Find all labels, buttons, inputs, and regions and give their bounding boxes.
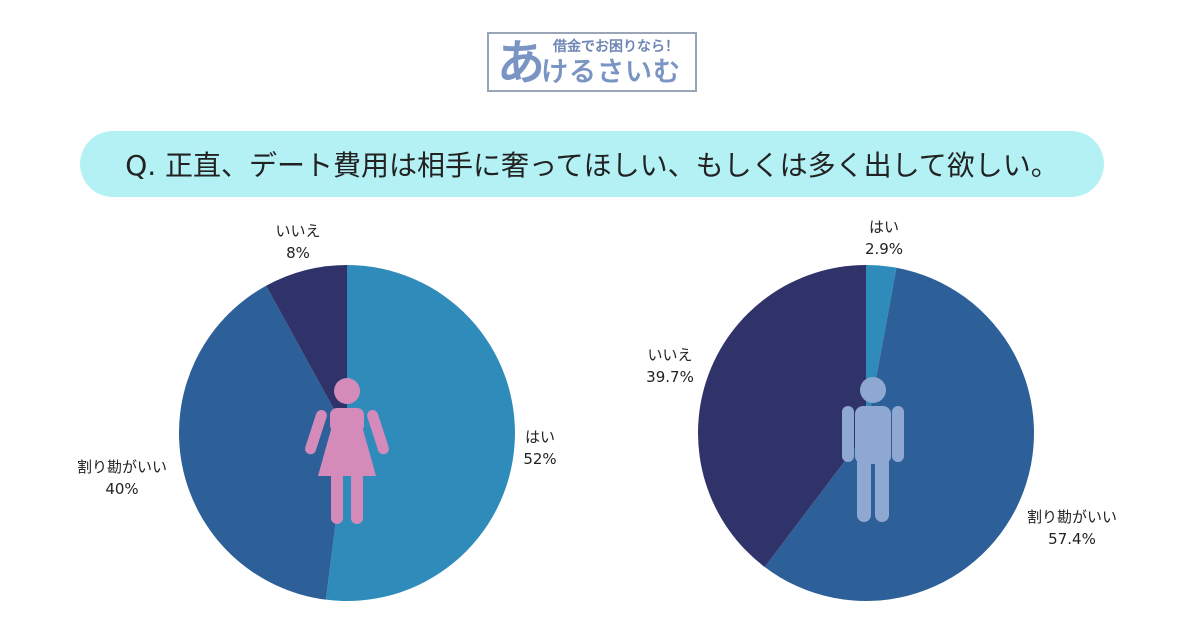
female-slice-warikan: [178, 285, 347, 600]
male-warikan-value: 57.4%: [1048, 530, 1096, 548]
male-hai-value: 2.9%: [865, 240, 903, 258]
female-hai-label: はい: [525, 428, 555, 446]
question-text: Q. 正直、デート費用は相手に奢ってほしい、もしくは多く出して欲しい。: [125, 149, 1059, 182]
female-pie-chart: [178, 265, 515, 601]
brand-logo: あ 借金でお困りなら！ けるさいむ: [487, 32, 697, 92]
female-iie-value: 8%: [286, 244, 310, 262]
male-icon: [842, 377, 904, 522]
female-slice-iie: [266, 265, 347, 433]
male-slice-iie: [698, 265, 866, 568]
male-iie-value: 39.7%: [646, 368, 694, 386]
question-banner: Q. 正直、デート費用は相手に奢ってほしい、もしくは多く出して欲しい。: [80, 131, 1104, 197]
female-warikan-value: 40%: [105, 480, 138, 498]
female-warikan-label: 割り勘がいい: [77, 458, 167, 476]
logo-tagline: 借金でお困りなら！: [553, 39, 679, 55]
logo-big-character: あ: [497, 35, 546, 91]
male-warikan-label: 割り勘がいい: [1027, 508, 1117, 526]
male-iie-label: いいえ: [647, 346, 692, 364]
female-hai-value: 52%: [523, 450, 556, 468]
female-iie-label: いいえ: [275, 222, 320, 240]
female-slice-hai: [325, 265, 515, 601]
female-icon: [305, 378, 389, 524]
logo-name: けるさいむ: [541, 57, 681, 88]
male-hai-label: はい: [869, 218, 899, 236]
